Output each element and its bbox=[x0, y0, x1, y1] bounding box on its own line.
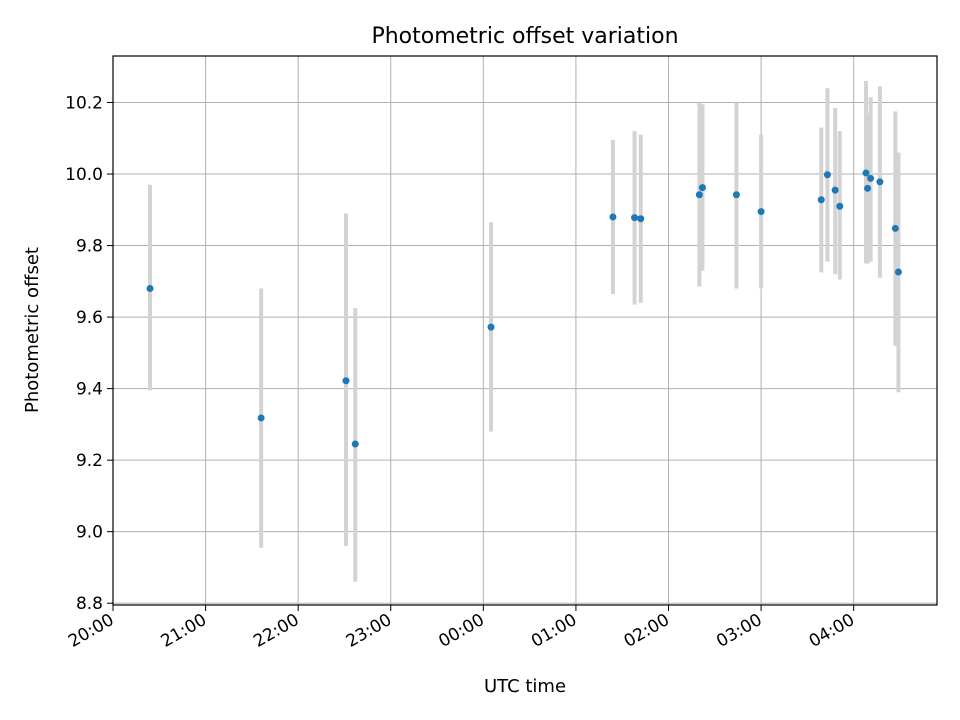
data-point bbox=[836, 202, 844, 210]
data-point bbox=[695, 191, 703, 199]
y-tick-label: 9.8 bbox=[76, 237, 103, 257]
data-point bbox=[862, 169, 870, 177]
data-point bbox=[342, 377, 350, 385]
data-point bbox=[631, 214, 639, 222]
data-point bbox=[146, 284, 154, 292]
y-axis-label: Photometric offset bbox=[22, 247, 43, 413]
chart-title: Photometric offset variation bbox=[371, 24, 678, 49]
y-tick-label: 8.8 bbox=[76, 594, 103, 614]
data-point bbox=[698, 184, 706, 192]
data-point bbox=[817, 196, 825, 204]
y-tick-label: 10.0 bbox=[65, 165, 103, 185]
y-tick-label: 9.0 bbox=[76, 523, 103, 543]
data-point bbox=[351, 440, 359, 448]
data-point bbox=[894, 268, 902, 276]
data-point bbox=[867, 174, 875, 182]
data-point bbox=[876, 178, 884, 186]
y-tick-label: 9.4 bbox=[76, 380, 103, 400]
data-point bbox=[864, 184, 872, 192]
grid bbox=[112, 56, 937, 605]
data-point bbox=[732, 191, 740, 199]
y-tick-label: 9.2 bbox=[76, 451, 103, 471]
data-point bbox=[757, 208, 765, 216]
data-point bbox=[823, 171, 831, 179]
y-tick-label: 10.2 bbox=[65, 93, 103, 113]
data-point bbox=[257, 414, 265, 422]
data-point bbox=[609, 213, 617, 221]
data-points bbox=[146, 169, 902, 448]
plot-frame bbox=[112, 55, 938, 606]
y-tick-label: 9.6 bbox=[76, 308, 103, 328]
data-point bbox=[891, 224, 899, 232]
y-axis-ticks: 8.8 9.0 9.2 9.4 9.6 9.8 10.0 10.2 bbox=[65, 93, 113, 614]
data-point bbox=[487, 323, 495, 331]
data-point bbox=[637, 215, 645, 223]
data-point bbox=[831, 186, 839, 194]
x-axis-label: UTC time bbox=[484, 676, 566, 697]
